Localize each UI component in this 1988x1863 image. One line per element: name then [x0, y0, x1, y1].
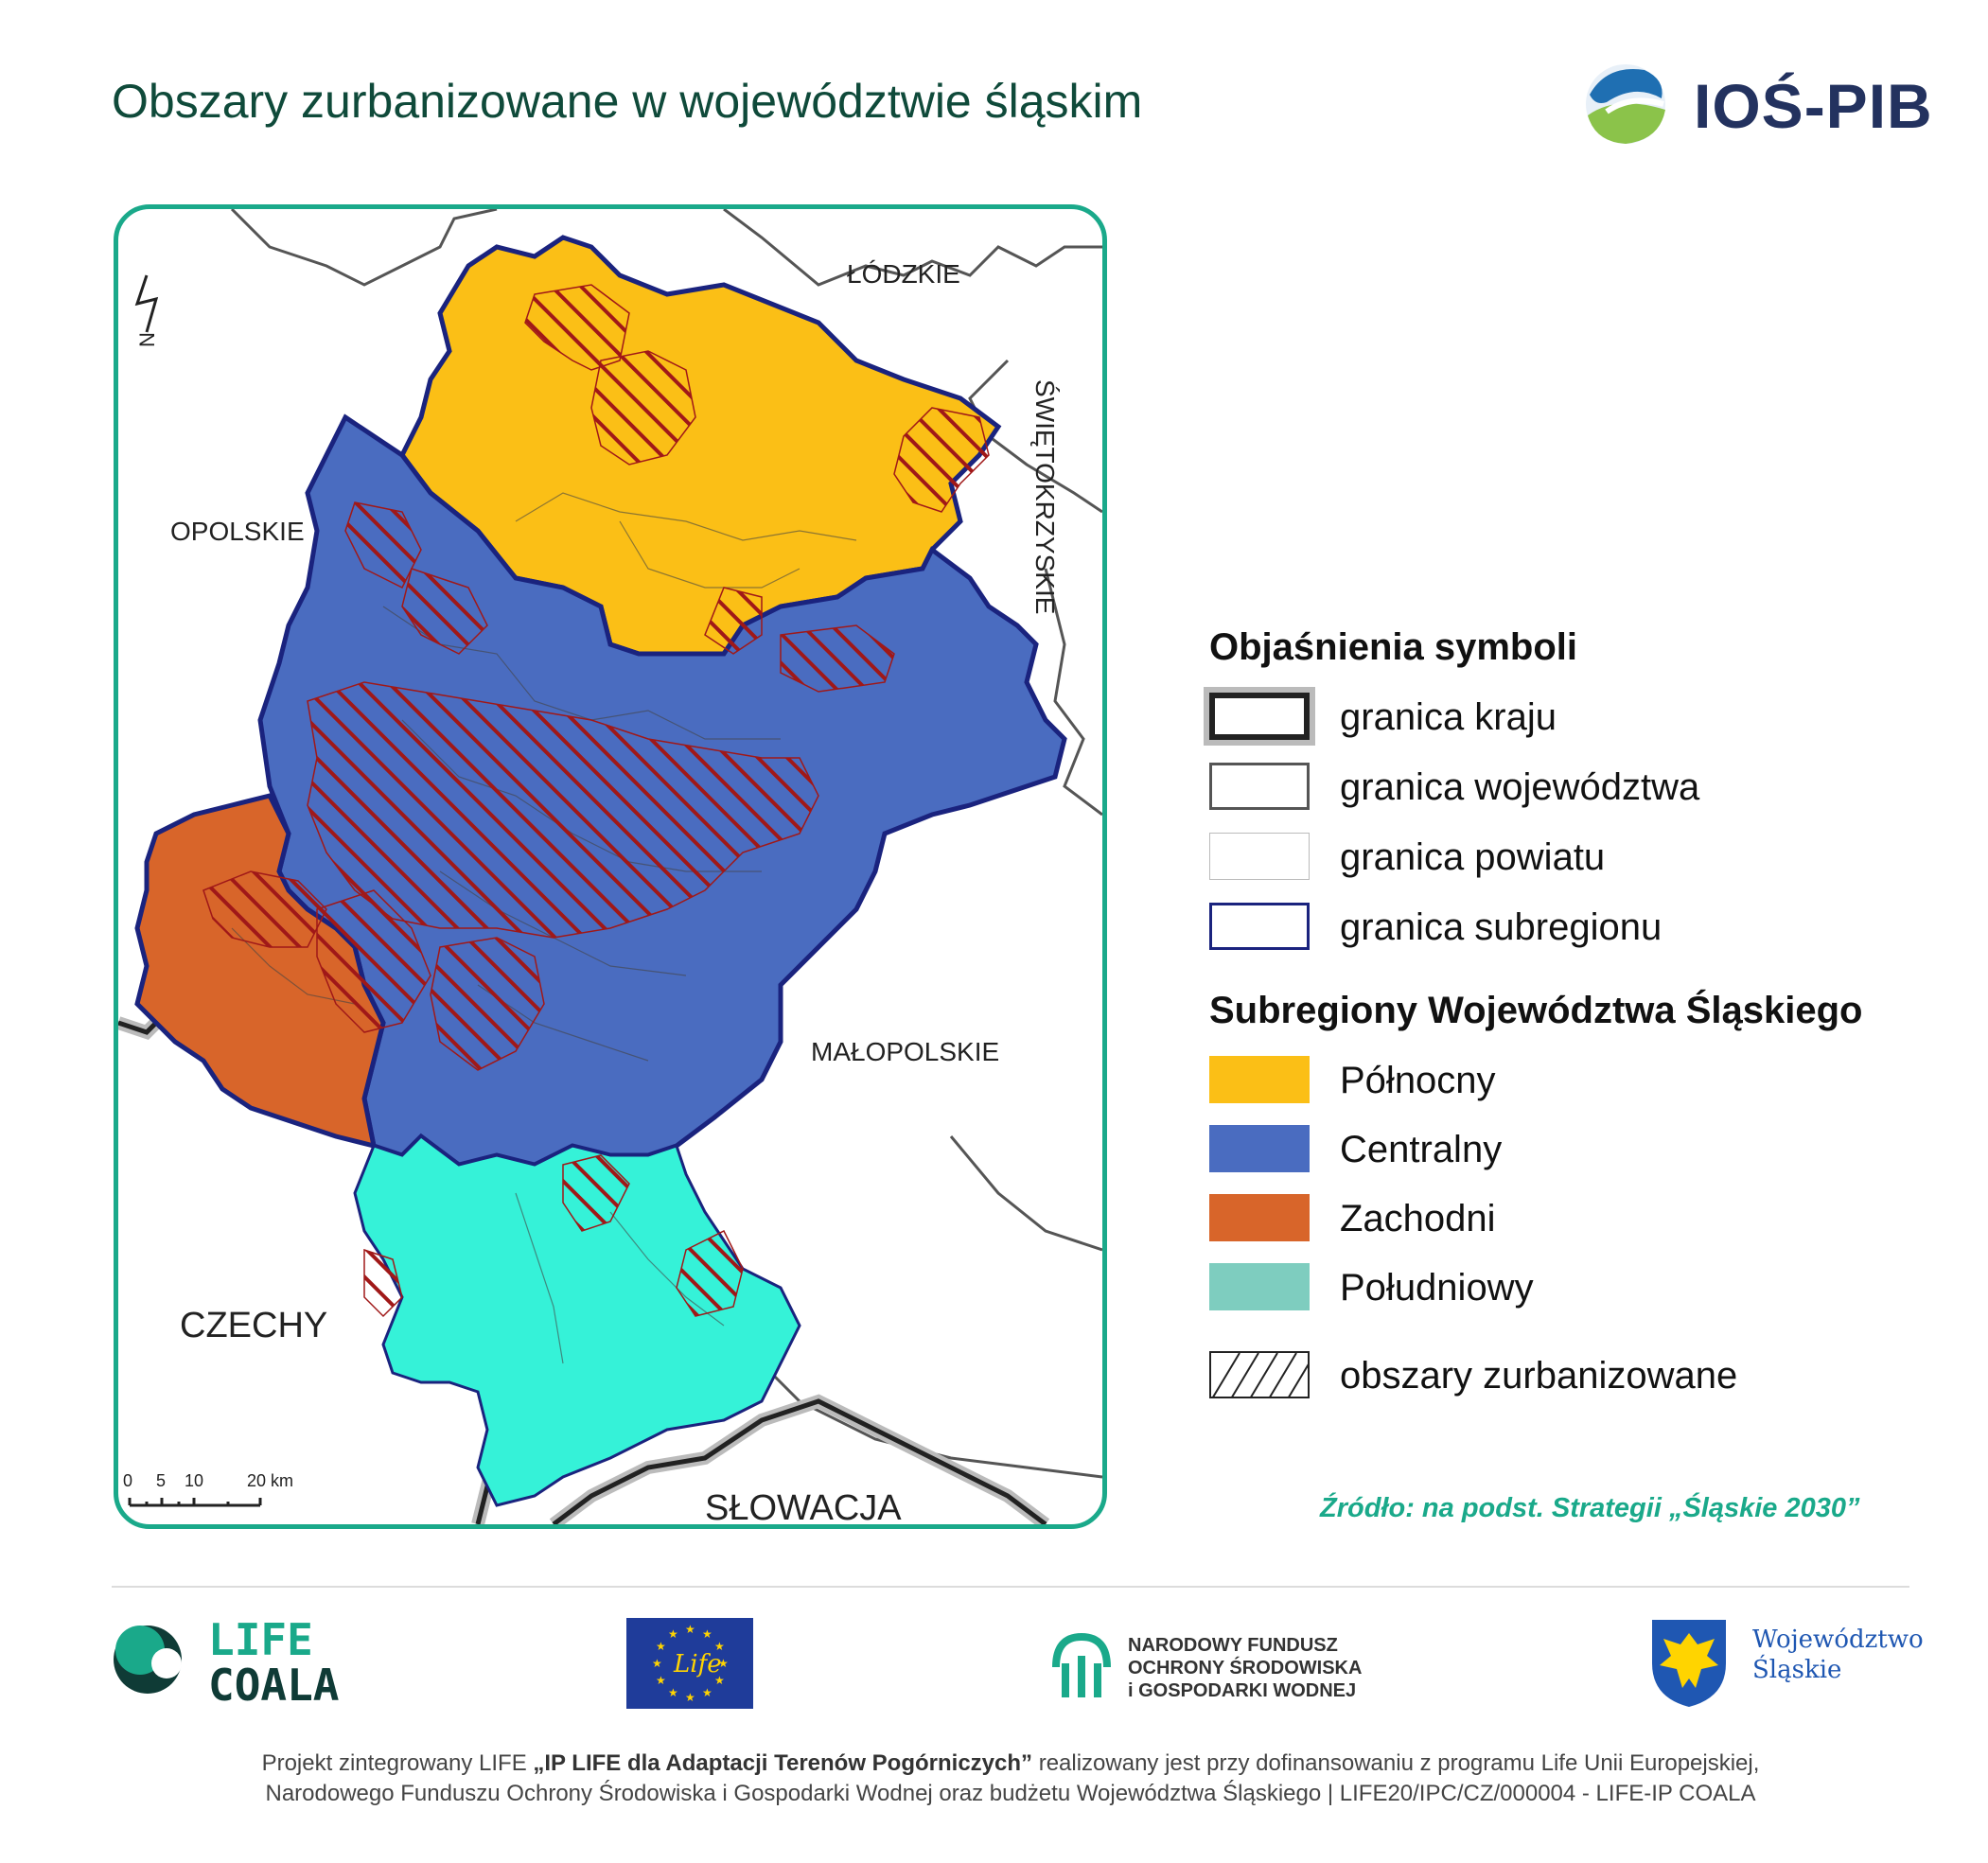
north-arrow-label: N — [135, 332, 159, 347]
map-frame: N ŁÓDZKIE OPOLSKIE ŚWIĘTOKRZYSKIE MAŁOPO… — [114, 204, 1107, 1529]
legend-swatch-centralny — [1209, 1125, 1310, 1172]
svg-text:★: ★ — [668, 1627, 678, 1641]
map-canvas: N ŁÓDZKIE OPOLSKIE ŚWIĘTOKRZYSKIE MAŁOPO… — [118, 209, 1102, 1524]
eu-life-logo: ★ ★ ★ ★ ★ ★ ★ ★ ★ ★ ★ ★ Life — [626, 1618, 753, 1709]
legend-symbols-title: Objaśnienia symboli — [1209, 626, 1578, 668]
region-label-czechy: CZECHY — [180, 1306, 327, 1345]
life-coala-logo: LIFE COALA — [112, 1614, 358, 1711]
ios-pib-globe-icon — [1586, 64, 1665, 144]
ios-pib-logo-text: IOŚ-PIB — [1694, 71, 1933, 141]
source-note: Źródło: na podst. Strategii „Śląskie 203… — [1320, 1493, 1860, 1523]
nfosigw-logo: NARODOWY FUNDUSZ OCHRONY ŚRODOWISKA i GO… — [1048, 1629, 1362, 1705]
scale-label-20: 20 km — [247, 1471, 293, 1490]
svg-text:★: ★ — [702, 1627, 713, 1641]
svg-text:★: ★ — [668, 1686, 678, 1699]
legend-swatch-urban — [1209, 1351, 1310, 1398]
legend-swatch-country — [1204, 687, 1315, 746]
subregion-poludniowy — [353, 1134, 801, 1507]
svg-text:★: ★ — [702, 1686, 713, 1699]
svg-text:★: ★ — [718, 1657, 729, 1670]
region-label-malopolskie: MAŁOPOLSKIE — [811, 1037, 999, 1066]
legend-swatch-subregion — [1209, 903, 1310, 950]
svg-text:★: ★ — [714, 1674, 725, 1687]
region-label-slowacja: SŁOWACJA — [705, 1488, 902, 1524]
svg-text:★: ★ — [656, 1640, 666, 1653]
region-label-lodzkie: ŁÓDZKIE — [847, 259, 960, 289]
svg-text:★: ★ — [685, 1691, 695, 1704]
legend-swatch-polnocny — [1209, 1056, 1310, 1103]
footer-text: Projekt zintegrowany LIFE „IP LIFE dla A… — [261, 1750, 1760, 1806]
nfosigw-icon — [1052, 1632, 1111, 1697]
svg-text:★: ★ — [685, 1623, 695, 1636]
eu-stars-icon: ★ ★★ ★★★ ★★★ ★★★ — [652, 1623, 729, 1704]
legend-swatch-voivodeship — [1209, 763, 1310, 810]
svg-text:★: ★ — [714, 1640, 725, 1653]
life-coala-icon — [114, 1626, 182, 1694]
scale-bar: 0 5 10 20 km — [123, 1471, 293, 1507]
wojewodztwo-slaskie-logo: Województwo Śląskie — [1648, 1616, 1924, 1711]
svg-text:★: ★ — [656, 1674, 666, 1687]
silesia-coat-of-arms-icon — [1652, 1620, 1726, 1707]
north-arrow-icon — [134, 274, 159, 333]
scale-label-0: 0 — [123, 1471, 132, 1490]
urbanized-areas — [202, 284, 990, 1318]
scale-label-10: 10 — [185, 1471, 203, 1490]
legend-swatch-county — [1209, 833, 1310, 880]
svg-text:★: ★ — [652, 1657, 662, 1670]
legend-subregions-title: Subregiony Województwa Śląskiego — [1209, 990, 1863, 1031]
page-title: Obszary zurbanizowane w województwie ślą… — [112, 75, 1143, 128]
legend-swatch-zachodni — [1209, 1194, 1310, 1241]
footer-divider — [112, 1586, 1909, 1588]
scale-label-5: 5 — [156, 1471, 166, 1490]
region-label-swietokrzyskie: ŚWIĘTOKRZYSKIE — [1030, 379, 1061, 614]
legend-swatch-poludniowy — [1209, 1263, 1310, 1310]
region-label-opolskie: OPOLSKIE — [170, 517, 305, 546]
